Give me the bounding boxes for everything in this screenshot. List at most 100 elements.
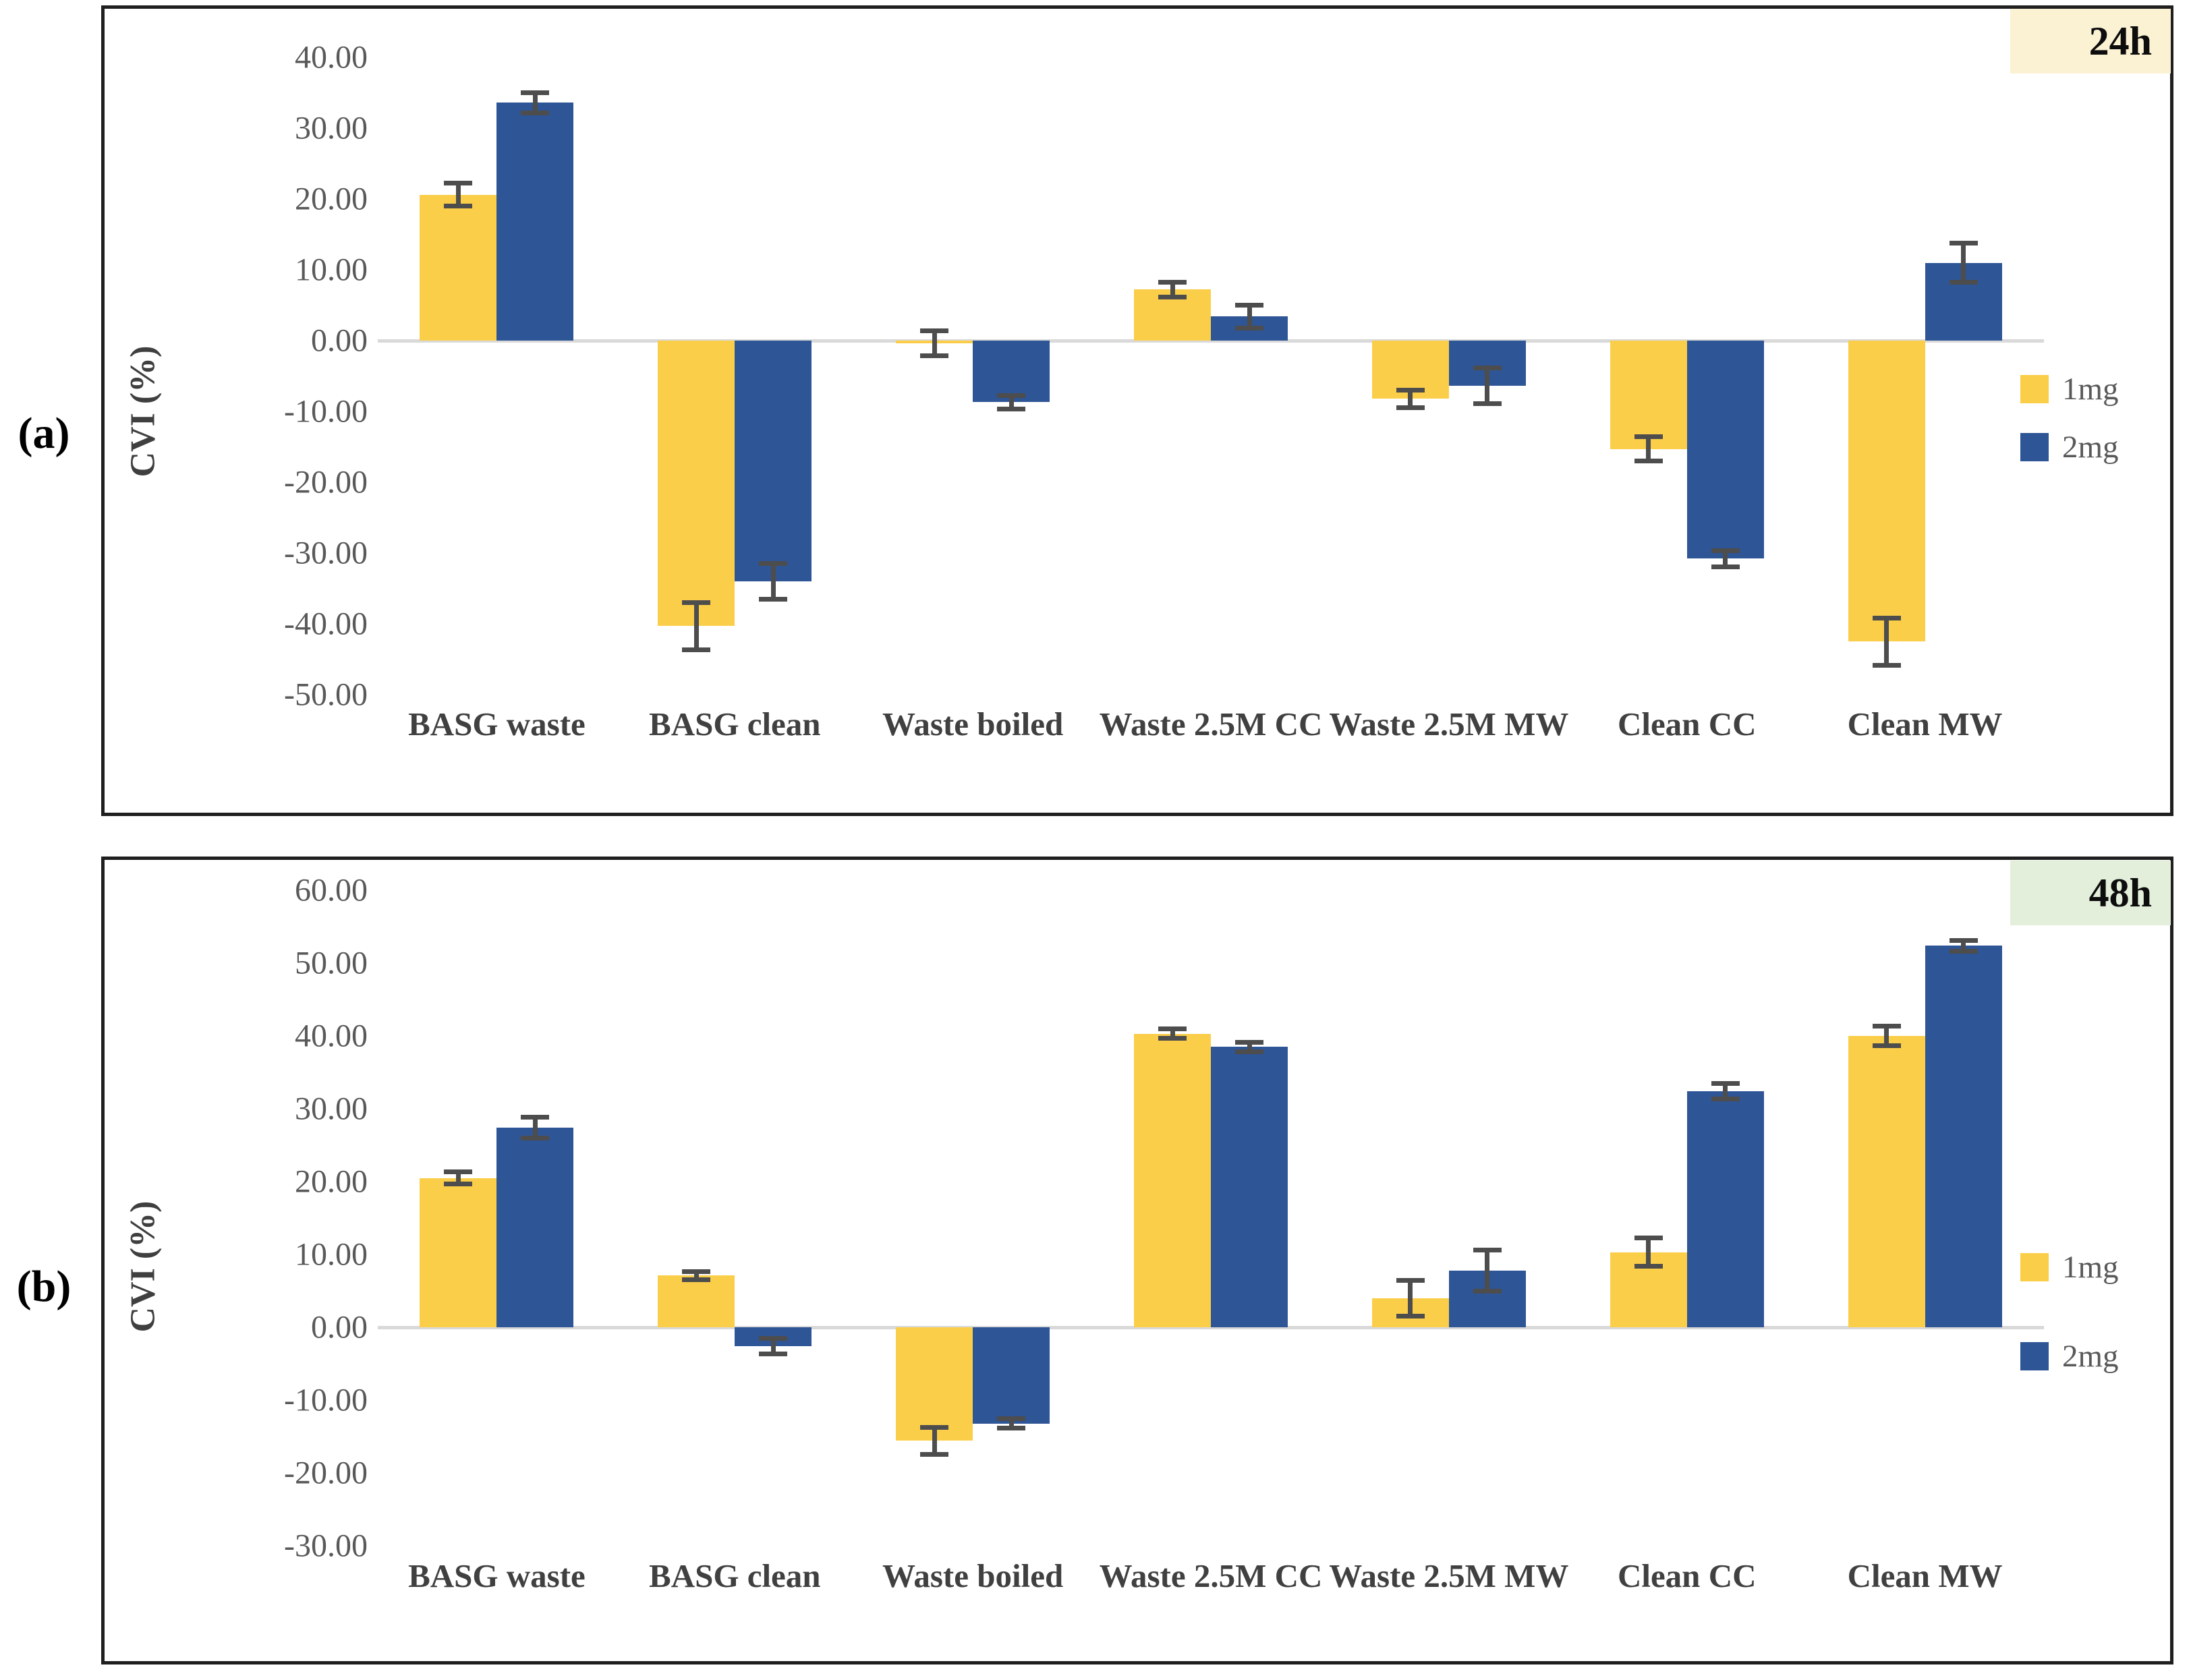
error-bar-line bbox=[1646, 1239, 1651, 1266]
error-bar-cap-top bbox=[521, 90, 550, 95]
legend-item-1mg: 1mg bbox=[2020, 371, 2119, 407]
error-bar-cap-top bbox=[1711, 1081, 1740, 1087]
category-label: Waste boiled bbox=[882, 705, 1064, 743]
error-bar-cap-top bbox=[1158, 1026, 1187, 1032]
error-bar-cap-bottom bbox=[444, 204, 473, 209]
error-bar-line bbox=[532, 93, 538, 112]
error-bar-cap-bottom bbox=[1235, 1049, 1263, 1054]
error-bar-cap-bottom bbox=[682, 1277, 711, 1282]
error-bar-cap-bottom bbox=[1949, 279, 1978, 285]
y-tick-label: -10.00 bbox=[284, 1382, 368, 1418]
error-bar-cap-bottom bbox=[1711, 564, 1740, 569]
error-bar-cap-bottom bbox=[759, 1351, 788, 1356]
bar-1mg bbox=[658, 1275, 735, 1327]
category-label: Clean CC bbox=[1617, 705, 1757, 743]
error-bar-cap-top bbox=[1949, 241, 1978, 246]
y-tick-label: 0.00 bbox=[311, 1309, 368, 1345]
y-tick-label: 60.00 bbox=[295, 872, 368, 908]
category-label: Waste boiled bbox=[882, 1557, 1064, 1594]
error-bar-line bbox=[1485, 369, 1490, 403]
category-label: Waste 2.5M MW bbox=[1329, 705, 1569, 743]
error-bar-cap-top bbox=[1949, 937, 1978, 943]
category-label: Clean MW bbox=[1847, 1557, 2003, 1594]
error-bar-cap-bottom bbox=[1872, 1043, 1901, 1048]
bar-1mg bbox=[1134, 1033, 1211, 1327]
error-bar-line bbox=[532, 1118, 538, 1138]
y-tick-label: -30.00 bbox=[284, 1528, 368, 1564]
legend-item-1mg: 1mg bbox=[2020, 1249, 2119, 1285]
y-tick-label: 10.00 bbox=[295, 252, 368, 288]
error-bar-cap-bottom bbox=[1949, 948, 1978, 954]
error-bar-cap-top bbox=[444, 1169, 473, 1175]
bar-2mg bbox=[496, 103, 574, 341]
category-label: BASG waste bbox=[408, 705, 586, 743]
error-bar-cap-bottom bbox=[997, 406, 1026, 411]
error-bar-cap-top bbox=[1634, 434, 1663, 439]
error-bar-line bbox=[1646, 437, 1651, 461]
error-bar-line bbox=[1961, 941, 1966, 950]
error-bar-cap-bottom bbox=[1872, 662, 1901, 668]
error-bar-cap-top bbox=[997, 1416, 1026, 1422]
error-bar-line bbox=[1408, 1281, 1413, 1315]
bar-2mg bbox=[496, 1128, 574, 1327]
error-bar-line bbox=[455, 1173, 461, 1184]
bar-1mg bbox=[1848, 1036, 1925, 1327]
panel-a-box bbox=[101, 5, 2173, 816]
error-bar-cap-bottom bbox=[1396, 405, 1425, 410]
bar-2mg bbox=[1686, 341, 1764, 559]
error-bar-cap-bottom bbox=[1473, 1288, 1502, 1294]
error-bar-cap-top bbox=[1634, 1236, 1663, 1241]
legend-label-1mg: 1mg bbox=[2062, 372, 2119, 407]
category-label: Waste 2.5M CC bbox=[1099, 1557, 1323, 1594]
y-tick-label: -20.00 bbox=[284, 464, 368, 500]
error-bar-cap-top bbox=[1235, 1039, 1263, 1045]
bar-2mg bbox=[973, 1327, 1050, 1424]
error-bar-cap-bottom bbox=[1158, 1036, 1187, 1041]
error-bar-cap-top bbox=[682, 1269, 711, 1274]
error-bar-line bbox=[770, 1339, 776, 1353]
bar-1mg bbox=[1848, 341, 1925, 642]
bar-2mg bbox=[1925, 946, 2002, 1327]
bar-2mg bbox=[735, 341, 812, 581]
panel-a-badge-24h: 24h bbox=[2010, 9, 2171, 74]
error-bar-line bbox=[1884, 618, 1889, 664]
y-tick-label: 0.00 bbox=[311, 322, 368, 359]
panel-a-label: (a) bbox=[18, 409, 70, 458]
error-bar-cap-bottom bbox=[521, 1136, 550, 1141]
error-bar-line bbox=[1170, 1030, 1175, 1038]
bar-1mg bbox=[420, 1178, 497, 1327]
error-bar-cap-bottom bbox=[1634, 1264, 1663, 1269]
error-bar-cap-top bbox=[1473, 366, 1502, 370]
bar-2mg bbox=[1686, 1091, 1764, 1327]
error-bar-cap-top bbox=[444, 180, 473, 185]
bar-1mg bbox=[658, 341, 735, 627]
error-bar-cap-bottom bbox=[1711, 1096, 1740, 1101]
error-bar-cap-bottom bbox=[1158, 294, 1187, 299]
y-tick-label: 50.00 bbox=[295, 945, 368, 981]
bar-2mg bbox=[973, 341, 1050, 403]
error-bar-line bbox=[693, 1273, 699, 1279]
bar-1mg bbox=[1610, 341, 1687, 449]
error-bar-cap-top bbox=[1711, 548, 1740, 553]
x-axis-zero-line bbox=[378, 339, 2044, 343]
y-tick-label: 20.00 bbox=[295, 1163, 368, 1200]
error-bar-line bbox=[1247, 1043, 1252, 1051]
error-bar-line bbox=[770, 564, 776, 599]
error-bar-line bbox=[1008, 1420, 1014, 1427]
bar-1mg bbox=[896, 1327, 973, 1441]
error-bar-cap-bottom bbox=[1235, 326, 1263, 331]
category-label: Waste 2.5M CC bbox=[1099, 705, 1323, 743]
error-bar-cap-top bbox=[1158, 279, 1187, 285]
error-bar-cap-top bbox=[920, 328, 949, 334]
error-bar-cap-top bbox=[682, 600, 711, 605]
category-label: BASG clean bbox=[649, 1557, 821, 1594]
bar-1mg bbox=[420, 194, 497, 341]
error-bar-cap-bottom bbox=[920, 1451, 949, 1457]
error-bar-line bbox=[932, 332, 937, 355]
error-bar-cap-bottom bbox=[444, 1182, 473, 1187]
error-bar-cap-top bbox=[920, 1425, 949, 1430]
error-bar-cap-bottom bbox=[920, 353, 949, 358]
y-tick-label: 20.00 bbox=[295, 181, 368, 217]
error-bar-line bbox=[1961, 244, 1966, 281]
error-bar-line bbox=[455, 183, 461, 206]
